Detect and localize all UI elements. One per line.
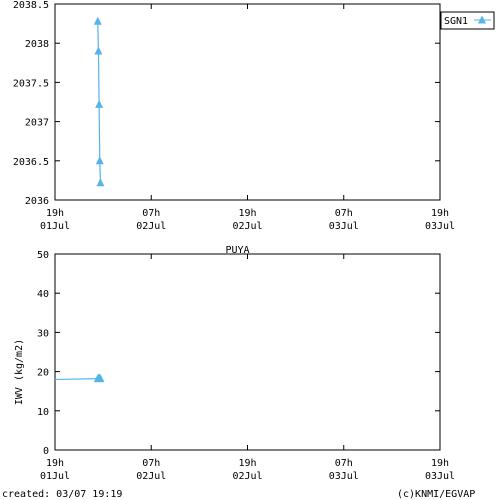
data-point-marker <box>94 46 103 55</box>
x-tick-label-hour: 07h <box>335 458 353 469</box>
x-tick-label-date: 03Jul <box>329 221 359 232</box>
data-point-marker <box>95 156 104 165</box>
x-tick-label-hour: 07h <box>142 458 160 469</box>
y-tick-label: 2036 <box>25 196 49 207</box>
y-tick-label: 20 <box>37 368 49 379</box>
data-point-marker <box>93 16 102 25</box>
x-tick-label-hour: 07h <box>142 208 160 219</box>
legend-box <box>440 11 495 30</box>
x-tick-label-hour: 19h <box>46 458 64 469</box>
x-tick-label-hour: 19h <box>46 208 64 219</box>
plot-frame <box>54 253 441 451</box>
x-tick-label-hour: 19h <box>238 458 256 469</box>
x-tick-label-hour: 07h <box>335 208 353 219</box>
data-point-marker <box>95 99 104 108</box>
x-tick-label-date: 02Jul <box>136 221 166 232</box>
created-timestamp: created: 03/07 19:19 <box>2 489 122 500</box>
x-tick-label-date: 02Jul <box>232 471 262 482</box>
x-tick-label-date: 03Jul <box>425 221 455 232</box>
y-tick-label: 0 <box>43 446 49 457</box>
top-plot: 2036 2036.5 2037 2037.5 2038 2038.5 19h 01Jul 07… <box>13 0 495 232</box>
y-tick-label: 2036.5 <box>13 157 49 168</box>
plot-frame <box>54 3 441 201</box>
y-tick-label: 50 <box>37 250 49 261</box>
chart-title: PUYA <box>225 245 249 256</box>
y-tick-label: 10 <box>37 407 49 418</box>
copyright-credit: (c)KNMI/EGVAP <box>397 489 475 500</box>
x-tick-label-hour: 19h <box>238 208 256 219</box>
x-tick-label-date: 01Jul <box>40 221 70 232</box>
x-tick-label-date: 02Jul <box>136 471 166 482</box>
x-tick-label-date: 02Jul <box>232 221 262 232</box>
x-tick-label-date: 03Jul <box>329 471 359 482</box>
y-tick-label: 2037 <box>25 118 49 129</box>
x-tick-label-date: 01Jul <box>40 471 70 482</box>
legend-marker <box>478 15 486 24</box>
y-tick-label: 30 <box>37 328 49 339</box>
data-point-marker <box>96 374 105 383</box>
y-tick-label: 2037.5 <box>13 78 49 89</box>
y-tick-label: 2038.5 <box>13 0 49 11</box>
data-point-marker <box>96 178 105 187</box>
bottom-plot: 0 10 20 30 40 50 19h 01Jul 07h 02Jul 19h 02Jul 07h 03… <box>14 245 455 482</box>
series-line <box>54 377 101 381</box>
y-tick-label: 40 <box>37 289 49 300</box>
x-tick-label-hour: 19h <box>431 208 449 219</box>
legend-label: SGN1 <box>444 16 468 27</box>
x-tick-label-date: 03Jul <box>425 471 455 482</box>
x-tick-label-hour: 19h <box>431 458 449 469</box>
y-tick-label: 2038 <box>25 39 49 50</box>
y-axis-label: IWV (kg/m2) <box>14 339 25 405</box>
